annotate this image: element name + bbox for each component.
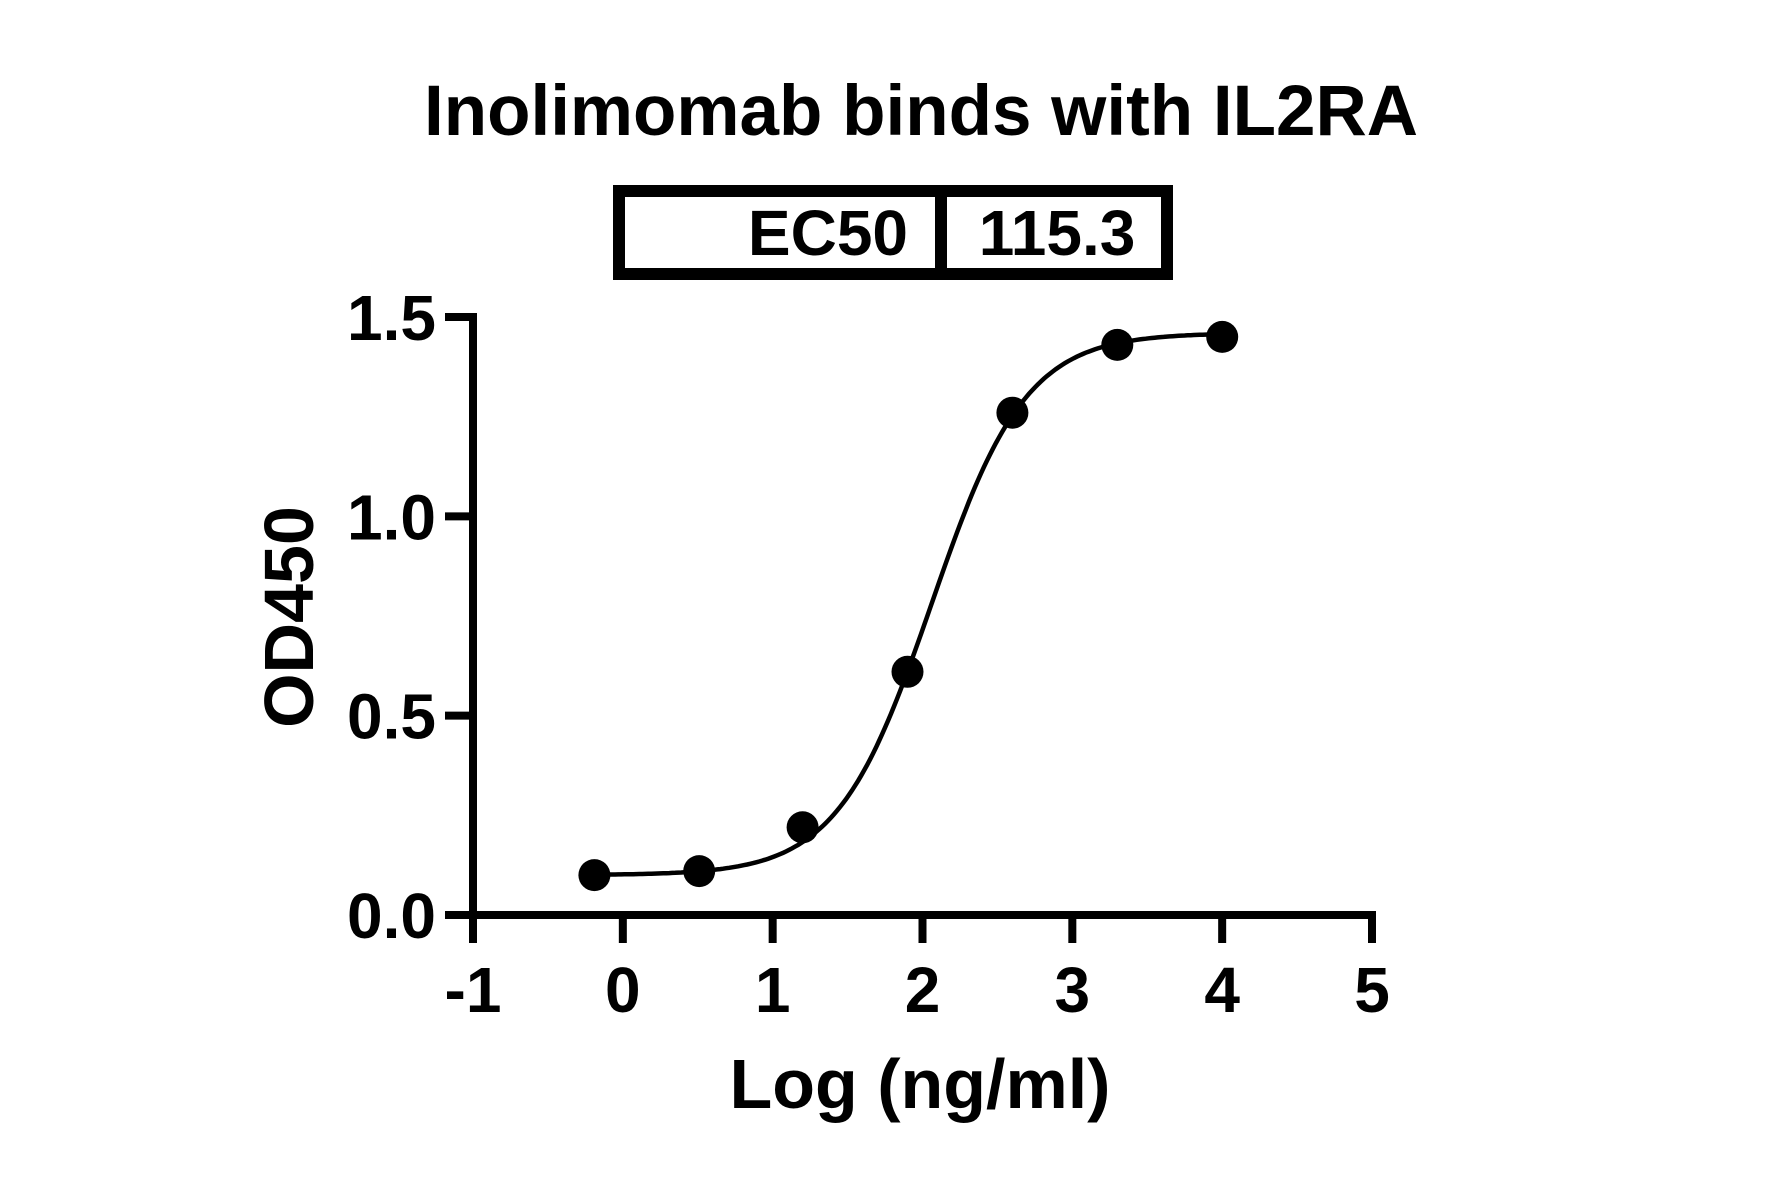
ec50-label: EC50 <box>748 197 908 269</box>
y-tick-label: 1.0 <box>347 481 436 553</box>
y-axis-label: OD450 <box>250 506 328 728</box>
chart-title: Inolimomab binds with IL2RA <box>424 72 1418 151</box>
ec50-table: EC50 115.3 <box>613 185 1173 280</box>
x-tick-label: 0 <box>605 954 641 1026</box>
x-tick-label: 1 <box>755 954 791 1026</box>
data-point <box>578 859 611 892</box>
plot-area: -1 0 1 2 3 4 5 0.0 0.5 1.0 1.5 <box>347 282 1390 1026</box>
ec50-table-border <box>613 185 1173 280</box>
data-point <box>1206 320 1239 353</box>
x-axis-label: Log (ng/ml) <box>729 1045 1110 1123</box>
x-tick-label: 5 <box>1354 954 1390 1026</box>
fit-curve <box>594 331 1221 877</box>
ec50-value: 115.3 <box>979 197 1136 269</box>
x-tick-label: -1 <box>445 954 502 1026</box>
x-tick-label: 3 <box>1055 954 1091 1026</box>
data-point <box>683 855 716 888</box>
data-point <box>786 811 819 844</box>
y-tick-label: 0.0 <box>347 880 436 952</box>
x-tick-label: 4 <box>1204 954 1240 1026</box>
y-tick-label: 0.5 <box>347 681 436 753</box>
data-point <box>996 396 1029 429</box>
data-point <box>891 655 924 688</box>
y-tick-label: 1.5 <box>347 282 436 354</box>
x-tick-label: 2 <box>905 954 941 1026</box>
data-point <box>1101 328 1134 361</box>
